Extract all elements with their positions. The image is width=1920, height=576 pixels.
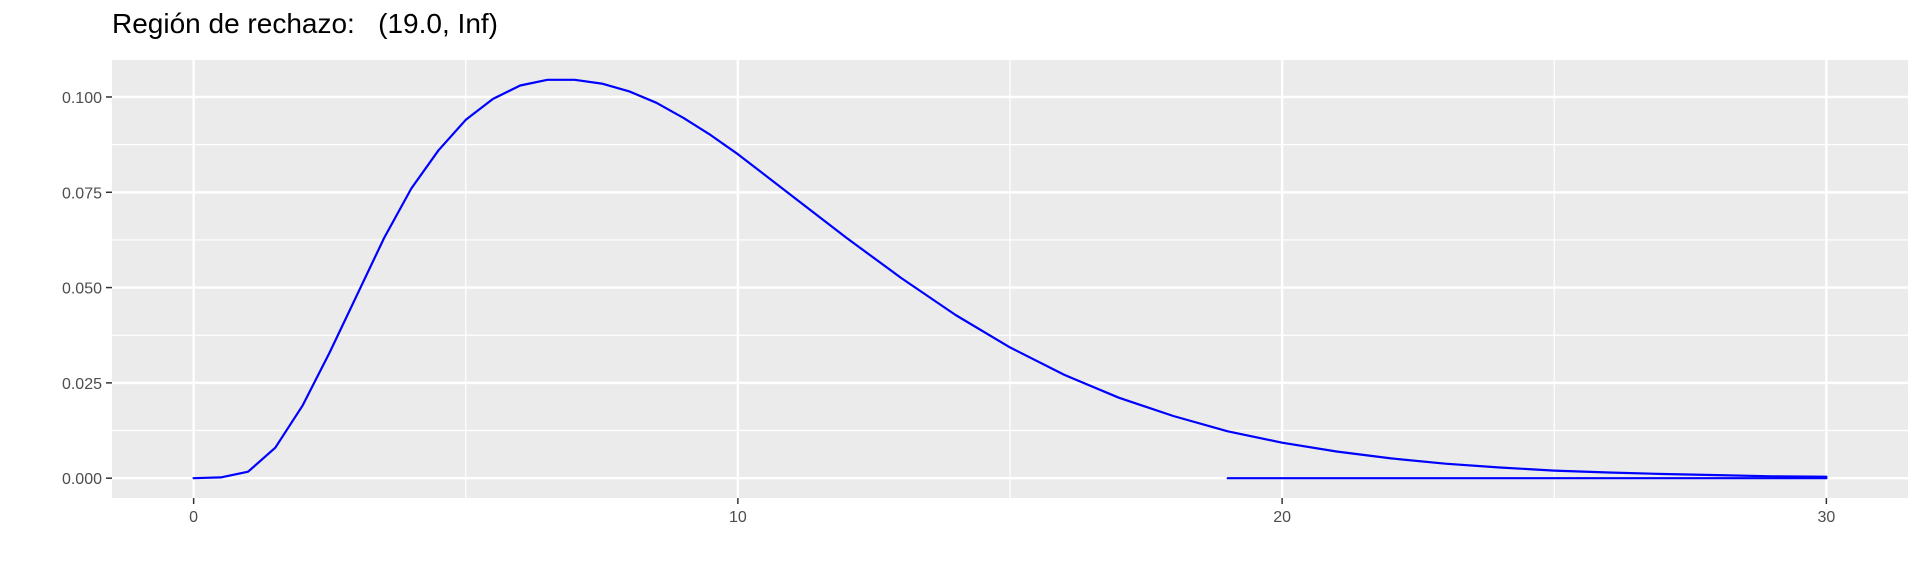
y-tick-label: 0.050 xyxy=(62,281,102,298)
x-tick-label: 20 xyxy=(1273,509,1291,526)
density-curve xyxy=(192,78,1828,480)
series-lines xyxy=(192,78,1828,480)
x-tick-label: 30 xyxy=(1817,509,1835,526)
y-tick-label: 0.100 xyxy=(62,90,102,107)
y-tick-label: 0.025 xyxy=(62,376,102,393)
tick-labels: 0 10 20 30 0.000 0.025 0.050 0.075 0.100 xyxy=(62,90,1835,526)
y-tick-label: 0.000 xyxy=(62,471,102,488)
chart-title: Región de rechazo: (19.0, Inf) xyxy=(112,8,498,39)
y-tick-label: 0.075 xyxy=(62,185,102,202)
minor-gridlines xyxy=(112,60,1908,498)
x-tick-label: 0 xyxy=(189,509,198,526)
x-tick-label: 10 xyxy=(729,509,747,526)
axis-ticks xyxy=(106,96,1828,504)
major-gridlines xyxy=(112,60,1908,498)
